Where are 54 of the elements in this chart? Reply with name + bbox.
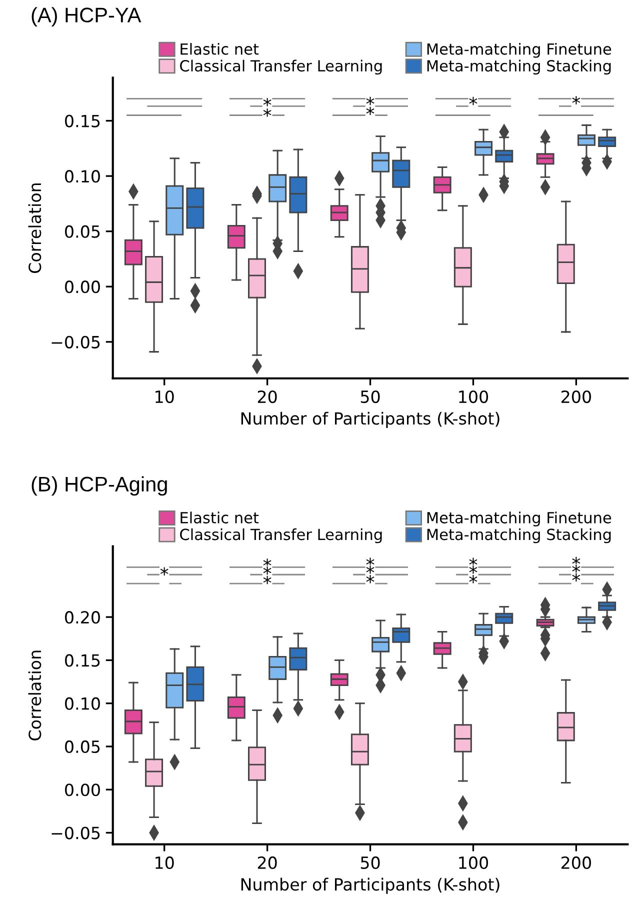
x-tick-label: 20 [258, 856, 277, 870]
annotation: * [572, 564, 580, 573]
annotation: * [572, 96, 580, 104]
y-tick-label: 0.10 [65, 697, 100, 710]
y-tick-label: 0.05 [65, 225, 100, 238]
legend-label: Classical Transfer Learning [180, 528, 382, 544]
x-tick-label: 50 [360, 390, 380, 404]
y-tick-label: 0.15 [65, 654, 100, 667]
x-tick-label: 200 [561, 856, 591, 870]
legend-label: Meta-matching Stacking [427, 60, 611, 75]
annotation: * [366, 106, 374, 116]
annotation: * [263, 98, 272, 106]
annotation: * [572, 556, 580, 566]
annotation: * [366, 574, 374, 584]
y-tick-label: −0.05 [52, 826, 100, 840]
x-tick-label: 100 [459, 390, 488, 404]
x-tick-label: 10 [156, 856, 174, 870]
y-axis-title: Correlation [28, 650, 42, 740]
x-tick-label: 20 [258, 390, 277, 404]
y-tick-label: 0.20 [65, 611, 100, 624]
annotation: * [469, 558, 478, 566]
y-axis-title: Correlation [28, 183, 42, 274]
annotation: * [366, 566, 374, 574]
annotation: * [469, 574, 478, 584]
annotation: * [263, 558, 272, 567]
x-tick-label: 10 [156, 390, 174, 404]
annotation: * [366, 558, 374, 566]
x-tick-label: 200 [561, 390, 591, 404]
x-tick-label: 100 [459, 856, 488, 870]
legend-label: Meta-matching Stacking [427, 528, 611, 544]
x-axis-title: Number of Participants (K-shot) [241, 878, 500, 894]
x-axis-title: Number of Participants (K-shot) [241, 412, 500, 428]
annotation: * [263, 566, 272, 575]
annotation: * [366, 96, 374, 106]
legend-label: Elastic net [180, 42, 259, 55]
y-tick-label: 0.15 [65, 114, 100, 128]
annotation: * [263, 108, 272, 117]
annotation: * [263, 576, 272, 584]
legend-label: Elastic net [180, 512, 259, 524]
legend-label: Meta-matching Finetune [427, 512, 612, 526]
y-tick-label: 0.00 [65, 280, 100, 294]
y-tick-label: 0.00 [65, 784, 100, 796]
y-tick-label: 0.05 [65, 740, 100, 754]
chart-title: (B) HCP-Aging [32, 476, 167, 496]
annotation: * [160, 567, 168, 576]
x-tick-label: 50 [360, 856, 380, 870]
annotation: * [469, 96, 478, 106]
annotation: * [469, 566, 478, 574]
y-tick-label: 0.10 [65, 170, 100, 183]
legend-label: Meta-matching Finetune [427, 42, 612, 58]
annotation: * [572, 573, 580, 582]
chart-title: (A) HCP-YA [32, 7, 142, 27]
legend-label: Classical Transfer Learning [180, 60, 382, 75]
y-tick-label: −0.05 [52, 336, 100, 348]
